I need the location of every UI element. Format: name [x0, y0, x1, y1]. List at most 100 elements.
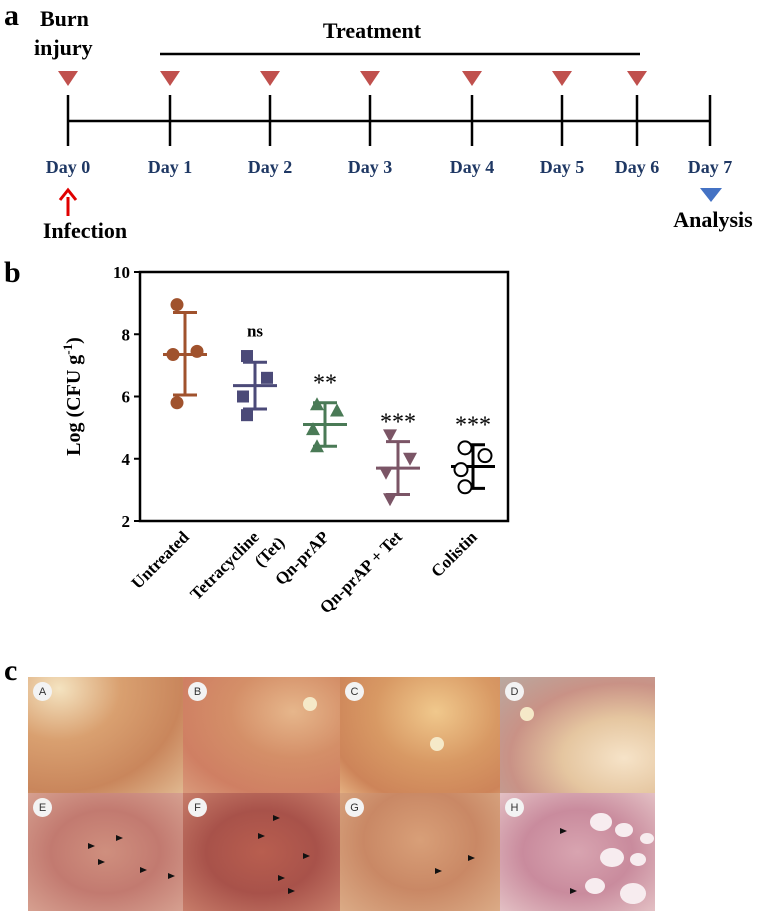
- tile-label: B: [188, 682, 207, 701]
- day-marker-icon: [58, 71, 78, 86]
- data-point: [166, 347, 180, 361]
- day-label: Day 7: [688, 157, 733, 177]
- timeline-ticks: [66, 95, 712, 146]
- histology-image-g: G: [340, 793, 500, 911]
- arrow-icon: [88, 843, 95, 849]
- tile-label: A: [33, 682, 52, 701]
- arrow-icon: [140, 867, 147, 873]
- panel-c-letter: c: [4, 654, 17, 687]
- data-point: [477, 448, 493, 464]
- fat-cell: [615, 823, 633, 838]
- data-point: [457, 440, 473, 456]
- data-point: [403, 452, 417, 466]
- arrow-icon: [98, 859, 105, 865]
- fat-cell: [640, 833, 654, 845]
- category-label: Tetracycline(Tet): [186, 517, 288, 619]
- analysis-marker-icon: [700, 188, 722, 202]
- timeline-panel: a Burn injury Treatment Day 0 Day 1 Day 2 D…: [4, 0, 753, 243]
- fat-cell: [590, 813, 612, 831]
- tile-label: H: [505, 798, 524, 817]
- data-point: [170, 298, 184, 312]
- histology-image-b: B: [183, 677, 340, 793]
- data-point: [453, 462, 469, 478]
- significance-label: ***: [455, 413, 491, 439]
- arrow-icon: [258, 833, 265, 839]
- tile-label: C: [345, 682, 364, 701]
- histology-image-f: F: [183, 793, 340, 911]
- histology-image-c: C: [340, 677, 500, 793]
- data-point: [310, 439, 324, 453]
- data-point: [237, 390, 249, 403]
- y-tick-label: 2: [122, 512, 131, 531]
- significance-label: ***: [380, 410, 416, 436]
- data-point: [383, 493, 397, 507]
- panel-a-letter: a: [4, 0, 19, 32]
- fat-cell: [620, 883, 646, 904]
- arrow-icon: [435, 868, 442, 874]
- arrow-icon: [278, 875, 285, 881]
- significance-label: **: [313, 371, 337, 397]
- day-label: Day 4: [450, 157, 495, 177]
- arrow-icon: [560, 828, 567, 834]
- day-label: Day 3: [348, 157, 393, 177]
- histology-image-e: E: [28, 793, 183, 911]
- day-marker-icon: [260, 71, 280, 86]
- histology-image-a: A: [28, 677, 183, 793]
- y-tick-label: 6: [122, 388, 131, 407]
- tile-label: E: [33, 798, 52, 817]
- significance-label: ns: [247, 321, 263, 340]
- data-point: [261, 371, 273, 384]
- data-point: [170, 396, 184, 410]
- burn-injury-label-2: injury: [34, 35, 93, 60]
- tile-label: G: [345, 798, 364, 817]
- y-tick-label: 10: [113, 263, 130, 282]
- day-marker-icon: [360, 71, 380, 86]
- arrow-icon: [468, 855, 475, 861]
- category-label: Qn-prAP: [271, 527, 333, 589]
- burn-injury-label-1: Burn: [40, 6, 89, 31]
- tile-label: F: [188, 798, 207, 817]
- arrow-icon: [570, 888, 577, 894]
- tissue-vesicle: [303, 697, 317, 711]
- tissue-vesicle: [430, 737, 444, 751]
- y-tick-label: 4: [122, 450, 131, 469]
- y-tick-label: 8: [122, 325, 131, 344]
- data-point: [330, 403, 344, 417]
- data-point: [457, 479, 473, 495]
- day-marker-icon: [160, 71, 180, 86]
- fat-cell: [585, 878, 605, 894]
- infection-arrow-icon: [58, 187, 78, 216]
- fat-cell: [630, 853, 646, 866]
- panel-c-header: c: [4, 654, 17, 687]
- timeline-markers: [58, 71, 647, 86]
- arrow-icon: [273, 815, 280, 821]
- day-marker-icon: [552, 71, 572, 86]
- day-label: Day 0: [46, 157, 91, 177]
- category-label: Untreated: [128, 527, 194, 593]
- arrow-icon: [303, 853, 310, 859]
- cfu-chart: b 2 4 6 8 10 Log (CFU g-1) Untreated ns Tetracyc…: [4, 256, 510, 619]
- data-point: [310, 397, 324, 411]
- arrow-icon: [168, 873, 175, 879]
- day-label: Day 6: [615, 157, 660, 177]
- data-point: [379, 466, 393, 480]
- category-label: Colistin: [427, 527, 481, 581]
- panel-b-letter: b: [4, 256, 21, 289]
- y-axis-label: Log (CFU g-1): [60, 337, 85, 456]
- treatment-label: Treatment: [323, 18, 422, 43]
- infection-label: Infection: [43, 218, 127, 243]
- tissue-vesicle: [520, 707, 534, 721]
- arrow-icon: [116, 835, 123, 841]
- data-point: [241, 409, 253, 422]
- day-label: Day 2: [248, 157, 293, 177]
- data-point: [190, 344, 204, 358]
- fat-cell: [600, 848, 624, 868]
- tile-label: D: [505, 682, 524, 701]
- day-label: Day 5: [540, 157, 585, 177]
- data-point: [383, 429, 397, 443]
- day-marker-icon: [462, 71, 482, 86]
- analysis-label: Analysis: [673, 207, 753, 232]
- day-label: Day 1: [148, 157, 193, 177]
- data-point: [241, 350, 253, 363]
- histology-image-h: H: [500, 793, 655, 911]
